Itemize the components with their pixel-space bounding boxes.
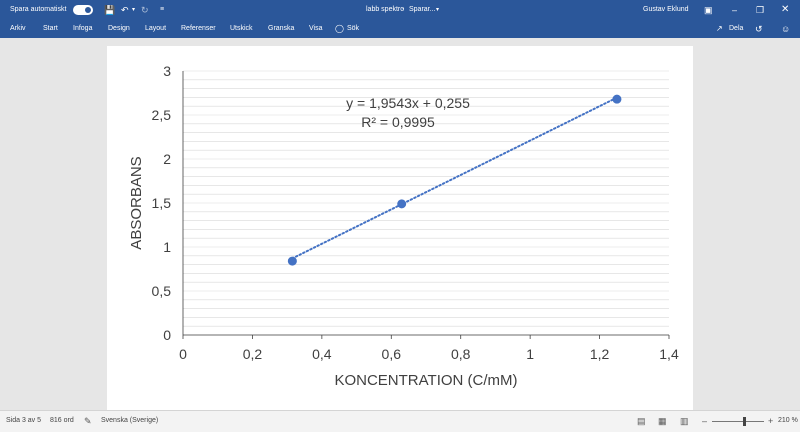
read-mode-icon[interactable]: ▤ — [637, 416, 646, 426]
y-tick-label: 2,5 — [152, 107, 172, 123]
data-point — [612, 94, 622, 104]
web-layout-icon[interactable]: ▥ — [680, 416, 689, 426]
title-separator: - — [402, 6, 405, 13]
x-tick-label: 0,4 — [312, 346, 332, 362]
chart-labels: 0 0,5 1 1,5 2 2,5 3 0 0,2 0,4 0,6 0,8 1 1,2 1,4 KONCENT… — [128, 63, 679, 389]
close-icon[interactable]: ✕ — [781, 4, 790, 15]
x-axis-title: KONCENTRATION (C/mM) — [334, 372, 517, 389]
search-label[interactable]: Sök — [347, 25, 360, 32]
share-icon[interactable]: ↗ — [716, 24, 723, 33]
document-page[interactable] — [107, 46, 693, 410]
chart-gridlines — [183, 70, 669, 336]
y-tick-label: 2 — [163, 151, 171, 167]
y-tick-label: 3 — [163, 63, 171, 79]
trendline — [291, 96, 618, 260]
share-button[interactable]: Dela — [729, 25, 744, 32]
tab-arkiv[interactable]: Arkiv — [10, 25, 26, 32]
ribbon-tabs: Arkiv Start Infoga Design Layout Referen… — [0, 20, 800, 38]
proofing-icon[interactable]: ✎ — [84, 416, 92, 426]
x-tick-label: 1,2 — [590, 346, 610, 362]
y-tick-label: 1,5 — [152, 195, 172, 211]
tab-referenser[interactable]: Referenser — [181, 25, 216, 32]
y-tick-label: 0 — [163, 327, 171, 343]
title-dropdown-icon[interactable]: ▾ — [436, 7, 440, 13]
scatter-chart[interactable]: 0 0,5 1 1,5 2 2,5 3 0 0,2 0,4 0,6 0,8 1 1,2 1,4 KONCENT… — [107, 46, 693, 408]
tab-infoga[interactable]: Infoga — [73, 25, 93, 32]
page-indicator[interactable]: Sida 3 av 5 — [6, 417, 42, 424]
ribbon-display-icon[interactable]: ▣ — [704, 5, 713, 15]
autosave-label: Spara automatiskt — [10, 6, 67, 13]
data-point — [287, 256, 297, 266]
history-icon[interactable]: ↺ — [755, 24, 763, 34]
undo-dropdown-icon[interactable]: ▾ — [132, 7, 136, 13]
x-tick-label: 1,4 — [659, 346, 679, 362]
y-axis-title: ABSORBANS — [128, 156, 145, 249]
print-layout-icon[interactable]: ▦ — [658, 416, 667, 426]
x-tick-label: 0,8 — [451, 346, 471, 362]
tab-start[interactable]: Start — [43, 25, 58, 32]
y-tick-label: 1 — [163, 239, 171, 255]
chart-trendline — [291, 96, 618, 260]
zoom-out-icon[interactable]: – — [702, 416, 708, 426]
zoom-in-icon[interactable]: + — [768, 416, 774, 426]
chart-points — [287, 94, 622, 266]
minimize-icon[interactable]: – — [732, 5, 738, 15]
tab-visa[interactable]: Visa — [309, 25, 323, 32]
smiley-icon[interactable]: ☺ — [781, 24, 791, 34]
redo-icon[interactable]: ↻ — [141, 5, 149, 15]
zoom-slider-track[interactable] — [712, 421, 764, 422]
undo-icon[interactable]: ↶ — [121, 5, 129, 15]
chart-axes — [182, 71, 670, 339]
autosave-toggle[interactable] — [73, 5, 93, 15]
zoom-slider-thumb[interactable] — [743, 417, 747, 426]
user-name[interactable]: Gustav Eklund — [643, 6, 689, 13]
restore-icon[interactable]: ❐ — [756, 5, 765, 15]
save-icon[interactable]: 💾 — [104, 5, 116, 15]
r-squared-label: R² = 0,9995 — [361, 114, 435, 130]
y-tick-label: 0,5 — [152, 283, 172, 299]
title-bar: Spara automatiskt 💾 ↶ ▾ ↻ ≡ labb spektro… — [0, 0, 800, 20]
x-tick-label: 0,6 — [382, 346, 402, 362]
data-point — [397, 199, 407, 209]
language-label[interactable]: Svenska (Sverige) — [101, 417, 159, 424]
x-tick-label: 1 — [526, 346, 534, 362]
document-title: labb spektro — [366, 6, 405, 13]
x-tick-label: 0,2 — [243, 346, 263, 362]
save-state: Sparar... — [409, 6, 436, 13]
customize-icon[interactable]: ≡ — [160, 6, 165, 13]
word-count[interactable]: 816 ord — [50, 417, 74, 424]
tab-design[interactable]: Design — [108, 25, 130, 32]
document-area[interactable] — [0, 38, 800, 410]
lightbulb-icon[interactable]: ◯ — [335, 24, 344, 33]
status-bar: Sida 3 av 5 816 ord ✎ Svenska (Sverige) … — [0, 410, 800, 432]
tab-granska[interactable]: Granska — [268, 25, 295, 32]
trendline-equation: y = 1,9543x + 0,255 — [346, 95, 470, 111]
x-tick-label: 0 — [179, 346, 187, 362]
tab-utskick[interactable]: Utskick — [230, 25, 253, 32]
tab-layout[interactable]: Layout — [145, 25, 167, 32]
zoom-level[interactable]: 210 % — [778, 417, 798, 424]
